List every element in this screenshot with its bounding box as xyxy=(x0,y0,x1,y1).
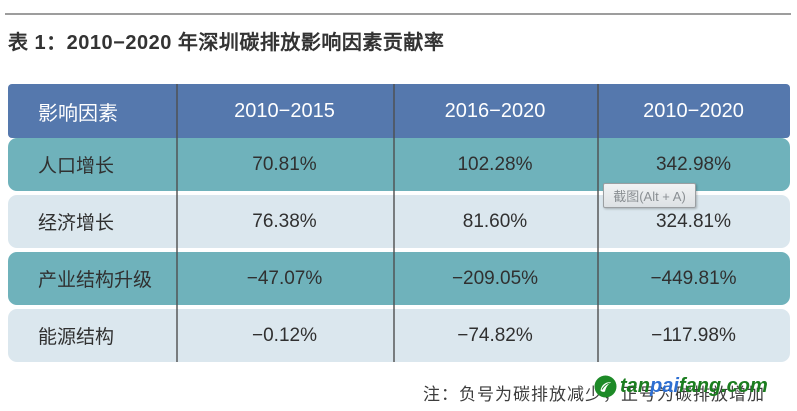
table-row: 能源结构 −0.12% −74.82% −117.98% xyxy=(8,309,790,362)
watermark-part-com: .com xyxy=(721,375,768,397)
top-divider xyxy=(5,13,791,15)
watermark-part-pai: pai xyxy=(650,375,679,397)
value-cell: −209.05% xyxy=(451,267,539,289)
watermark-logo: tanpaifang.com xyxy=(594,375,768,398)
screenshot-tooltip: 截图(Alt + A) xyxy=(603,183,696,208)
row-label-cell: 经济增长 xyxy=(38,213,115,234)
value-cell: −449.81% xyxy=(650,267,737,289)
screenshot-tooltip-label: 截图(Alt + A) xyxy=(613,189,686,204)
row-label-cell: 产业结构升级 xyxy=(38,270,153,291)
value-cell: 76.38% xyxy=(252,210,317,232)
watermark-part-fang: fang xyxy=(678,375,722,397)
column-divider xyxy=(597,84,599,362)
row-label-cell: 人口增长 xyxy=(38,156,115,177)
tanpaifang-logo-icon xyxy=(594,375,617,398)
value-cell: 70.81% xyxy=(252,153,317,175)
column-header-2010-2020: 2010−2020 xyxy=(643,99,744,122)
value-cell: −74.82% xyxy=(457,324,533,346)
column-divider xyxy=(393,84,395,362)
value-cell: −47.07% xyxy=(246,267,323,289)
table-note: 注：负号为碳排放减少，正号为碳排放增加 xyxy=(423,385,765,404)
table-row: 人口增长 70.81% 102.28% 342.98% xyxy=(8,138,790,191)
column-header-factor: 影响因素 xyxy=(38,102,118,125)
value-cell: −0.12% xyxy=(252,324,317,346)
value-cell: 342.98% xyxy=(655,153,731,175)
value-cell: 81.60% xyxy=(462,210,528,232)
row-label-cell: 能源结构 xyxy=(38,327,115,348)
value-cell: −117.98% xyxy=(651,324,736,346)
column-header-2016-2020: 2016−2020 xyxy=(444,99,546,122)
data-table: 影响因素 2010−2015 2016−2020 2010−2020 人口增长 … xyxy=(8,84,790,362)
watermark-part-tan: tan xyxy=(620,375,650,397)
value-cell: 324.81% xyxy=(655,210,731,232)
value-cell: 102.28% xyxy=(457,153,533,175)
column-divider xyxy=(176,84,178,362)
page-title: 表 1：2010−2020 年深圳碳排放影响因素贡献率 xyxy=(8,32,445,54)
table-header-row: 影响因素 2010−2015 2016−2020 2010−2020 xyxy=(8,84,790,138)
table-row: 产业结构升级 −47.07% −209.05% −449.81% xyxy=(8,252,790,305)
column-header-2010-2015: 2010−2015 xyxy=(234,99,335,122)
watermark-text: tanpaifang.com xyxy=(620,375,768,398)
